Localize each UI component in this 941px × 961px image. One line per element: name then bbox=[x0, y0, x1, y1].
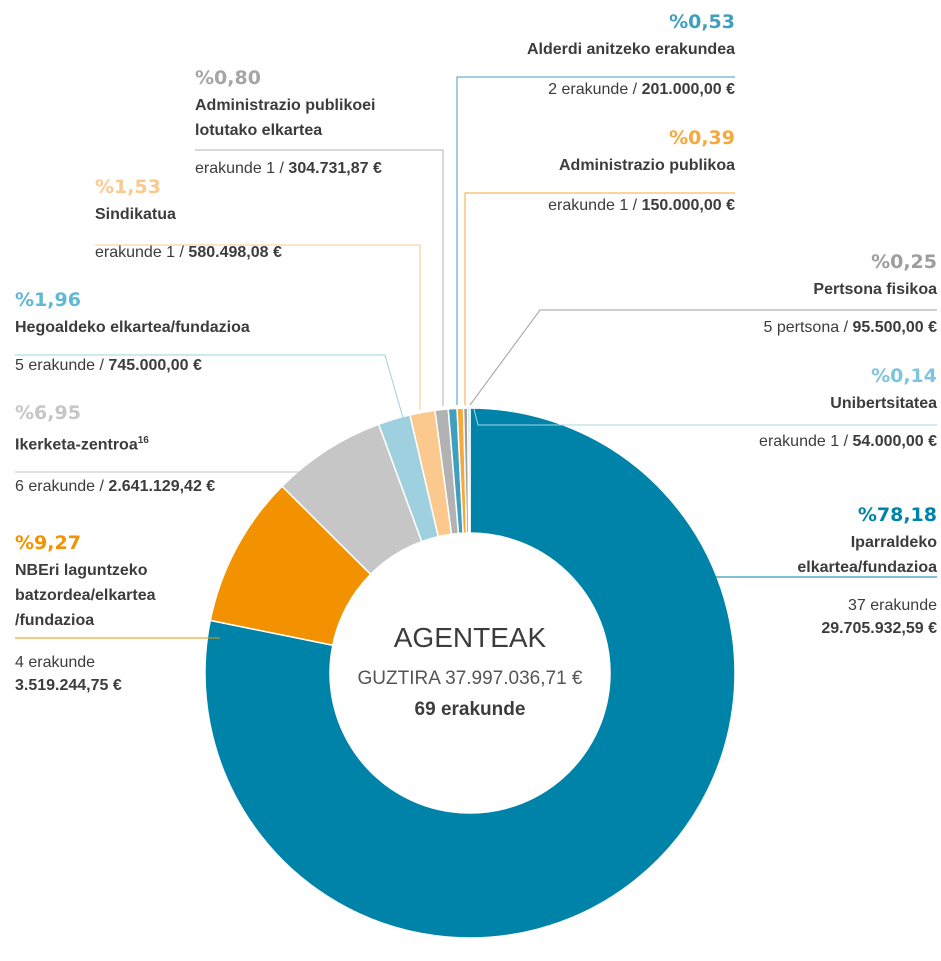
category-text: Ikerketa-zentroa bbox=[15, 436, 138, 454]
separator: / bbox=[843, 433, 849, 450]
amount: 95.500,00 € bbox=[852, 319, 937, 336]
category-text: Administrazio publikoa bbox=[558, 157, 735, 174]
category-name: Unibertsitatea bbox=[637, 391, 937, 416]
center-title: AGENTEAK bbox=[393, 622, 547, 653]
percent-label: %0,80 bbox=[195, 67, 261, 89]
count: erakunde 1 bbox=[195, 160, 276, 177]
leader-line bbox=[469, 309, 937, 406]
label: %0,25 Pertsona fisikoa 5 pertsona / 95.500… bbox=[637, 251, 938, 339]
percent-label: %0,53 bbox=[669, 11, 735, 33]
separator: / bbox=[843, 319, 849, 336]
category-name: Pertsona fisikoa bbox=[637, 277, 937, 302]
category-name: Hegoaldeko elkartea/fundazioa bbox=[15, 315, 345, 340]
category-text: NBEri laguntzeko batzordea/elkartea /fun… bbox=[15, 562, 156, 629]
label: %78,18 Iparraldeko elkartea/fundazioa 37 e… bbox=[747, 504, 937, 640]
footnote: 16 bbox=[137, 435, 149, 446]
amount: 29.705.932,59 € bbox=[821, 620, 937, 637]
percent-label: %0,14 bbox=[871, 365, 937, 387]
percent-label: %0,39 bbox=[669, 127, 735, 149]
category-text: Pertsona fisikoa bbox=[813, 281, 937, 298]
count: 2 erakunde bbox=[548, 81, 629, 98]
percent-label: %78,18 bbox=[857, 504, 937, 526]
leader-line bbox=[195, 149, 444, 406]
amount: 580.498,08 € bbox=[188, 244, 282, 261]
leader-line bbox=[95, 244, 421, 410]
percent-label: %0,25 bbox=[871, 251, 937, 273]
category-name: Iparraldeko elkartea/fundazioa bbox=[747, 530, 937, 580]
detail: erakunde 1 / 304.731,87 € bbox=[195, 157, 410, 180]
count: 5 erakunde bbox=[15, 357, 96, 374]
category-text: Iparraldeko elkartea/fundazioa bbox=[797, 534, 937, 576]
separator: / bbox=[279, 160, 284, 177]
amount-line: 3.519.244,75 € bbox=[15, 674, 205, 697]
separator: / bbox=[99, 357, 104, 374]
count: erakunde 1 bbox=[759, 433, 840, 450]
label: %0,53 Alderdi anitzeko erakundea 2 erakund… bbox=[435, 11, 735, 101]
percent-label: %1,53 bbox=[95, 176, 161, 198]
detail: 5 erakunde / 745.000,00 € bbox=[15, 354, 345, 377]
amount: 745.000,00 € bbox=[108, 357, 202, 374]
leader-line bbox=[15, 471, 353, 489]
count: 4 erakunde bbox=[15, 654, 96, 671]
amount: 201.000,00 € bbox=[641, 81, 735, 98]
percent-label: %1,96 bbox=[15, 289, 81, 311]
amount-line: 29.705.932,59 € bbox=[747, 617, 937, 640]
label: %0,14 Unibertsitatea erakunde 1 / 54.000,0… bbox=[637, 365, 937, 453]
category-text: Sindikatua bbox=[95, 206, 176, 223]
category-text: Administrazio publikoei lotutako elkarte… bbox=[195, 97, 376, 139]
center-count: 69 erakunde bbox=[414, 699, 526, 720]
category-name: Administrazio publikoei lotutako elkarte… bbox=[195, 93, 410, 143]
center-total: GUZTIRA 37.997.036,71 € bbox=[357, 668, 583, 689]
label: %1,96 Hegoaldeko elkartea/fundazioa 5 erak… bbox=[15, 289, 345, 377]
count: erakunde 1 bbox=[548, 197, 629, 214]
detail: erakunde 1 / 150.000,00 € bbox=[435, 194, 735, 217]
count: erakunde 1 bbox=[95, 244, 176, 261]
detail: 5 pertsona / 95.500,00 € bbox=[637, 316, 938, 339]
label: %1,53 Sindikatua erakunde 1 / 580.498,08 € bbox=[95, 176, 395, 264]
category-name: Ikerketa-zentroa16 bbox=[15, 428, 315, 457]
leader-line bbox=[464, 192, 735, 405]
amount: 304.731,87 € bbox=[288, 160, 382, 177]
detail: 2 erakunde / 201.000,00 € bbox=[435, 78, 735, 101]
leader-line bbox=[456, 76, 735, 405]
category-text: Unibertsitatea bbox=[830, 395, 937, 412]
category-name: Administrazio publikoa bbox=[435, 153, 735, 178]
count: 6 erakunde bbox=[15, 478, 96, 496]
leader-line bbox=[473, 408, 937, 426]
category-text: Alderdi anitzeko erakundea bbox=[526, 41, 735, 58]
separator: / bbox=[99, 478, 104, 496]
amount: 3.519.244,75 € bbox=[15, 677, 122, 694]
label: %0,80 Administrazio publikoei lotutako el… bbox=[195, 67, 410, 180]
separator: / bbox=[632, 197, 638, 214]
category-name: NBEri laguntzeko batzordea/elkartea /fun… bbox=[15, 558, 205, 633]
label: %6,95 Ikerketa-zentroa16 6 erakunde / 2.64… bbox=[15, 402, 315, 498]
percent-label: %6,95 bbox=[15, 402, 81, 424]
separator: / bbox=[632, 81, 638, 98]
category-text: Hegoaldeko elkartea/fundazioa bbox=[15, 319, 250, 336]
slice bbox=[204, 407, 736, 939]
count: 37 erakunde bbox=[848, 597, 937, 614]
leader-line bbox=[15, 354, 406, 426]
percent-label: %9,27 bbox=[15, 532, 81, 554]
count: 5 pertsona bbox=[763, 319, 840, 336]
slice bbox=[466, 407, 471, 534]
label: %0,39 Administrazio publikoa erakunde 1 / … bbox=[435, 127, 735, 217]
detail: erakunde 1 / 54.000,00 € bbox=[637, 430, 937, 453]
separator: / bbox=[179, 244, 184, 261]
category-name: Alderdi anitzeko erakundea bbox=[435, 37, 735, 62]
detail: 4 erakunde 3.519.244,75 € bbox=[15, 651, 205, 697]
label: %9,27 NBEri laguntzeko batzordea/elkartea… bbox=[15, 532, 205, 697]
category-name: Sindikatua bbox=[95, 202, 395, 227]
amount: 2.641.129,42 € bbox=[108, 478, 216, 496]
detail: 37 erakunde 29.705.932,59 € bbox=[747, 594, 937, 640]
amount: 54.000,00 € bbox=[852, 433, 937, 450]
detail: 6 erakunde / 2.641.129,42 € bbox=[15, 475, 315, 498]
amount: 150.000,00 € bbox=[641, 197, 735, 214]
detail: erakunde 1 / 580.498,08 € bbox=[95, 241, 395, 264]
